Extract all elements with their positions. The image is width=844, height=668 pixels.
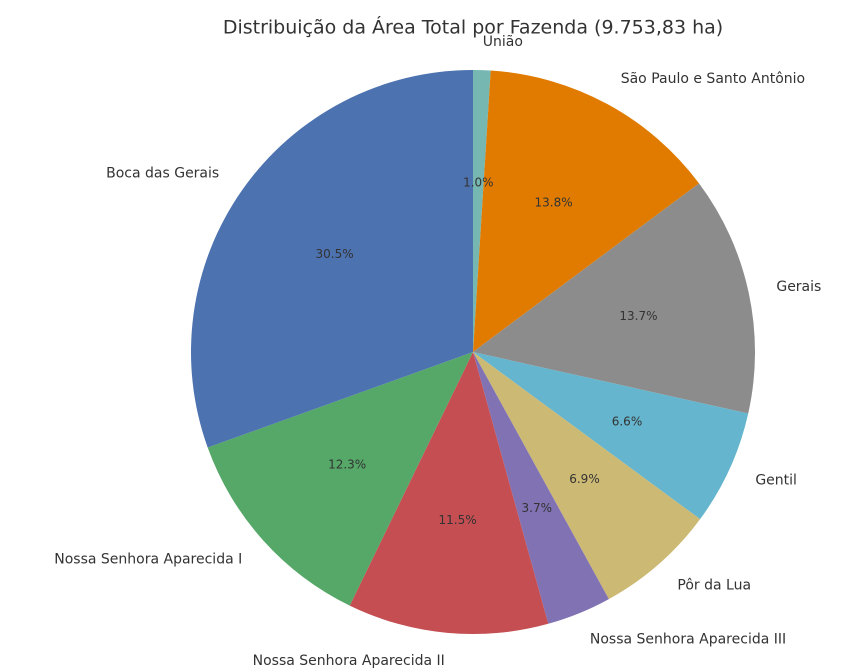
pie-slice <box>349 352 549 634</box>
slice-label: São Paulo e Santo Antônio <box>621 71 805 87</box>
pie-slice <box>473 70 700 353</box>
slice-label: Nossa Senhora Aparecida III <box>590 631 786 647</box>
percent-label: 11.5% <box>439 513 477 527</box>
pie-slice <box>473 183 755 414</box>
percent-label: 13.7% <box>619 309 657 323</box>
slice-label: Gerais <box>776 279 821 295</box>
slice-label: Nossa Senhora Aparecida I <box>54 551 242 567</box>
percent-label: 6.9% <box>569 472 600 486</box>
pie-slice <box>473 352 701 600</box>
slice-label: Pôr da Lua <box>677 577 751 593</box>
slice-label: União <box>483 34 523 50</box>
percent-label: 6.6% <box>612 415 643 429</box>
slice-label: Gentil <box>755 473 797 489</box>
chart-title: Distribuição da Área Total por Fazenda (… <box>223 16 723 39</box>
slice-label: Boca das Gerais <box>106 166 219 182</box>
percent-label: 13.8% <box>535 196 573 210</box>
percent-label: 30.5% <box>316 247 354 261</box>
percent-label: 1.0% <box>463 175 494 189</box>
pie-slice <box>207 352 473 606</box>
pie-slice <box>473 70 491 352</box>
slice-label: Nossa Senhora Aparecida II <box>253 653 445 668</box>
percent-label: 3.7% <box>522 501 553 515</box>
pie-slice <box>473 352 749 520</box>
pie-slice <box>191 70 474 448</box>
pie-slice <box>473 352 609 624</box>
percent-label: 12.3% <box>328 458 366 472</box>
